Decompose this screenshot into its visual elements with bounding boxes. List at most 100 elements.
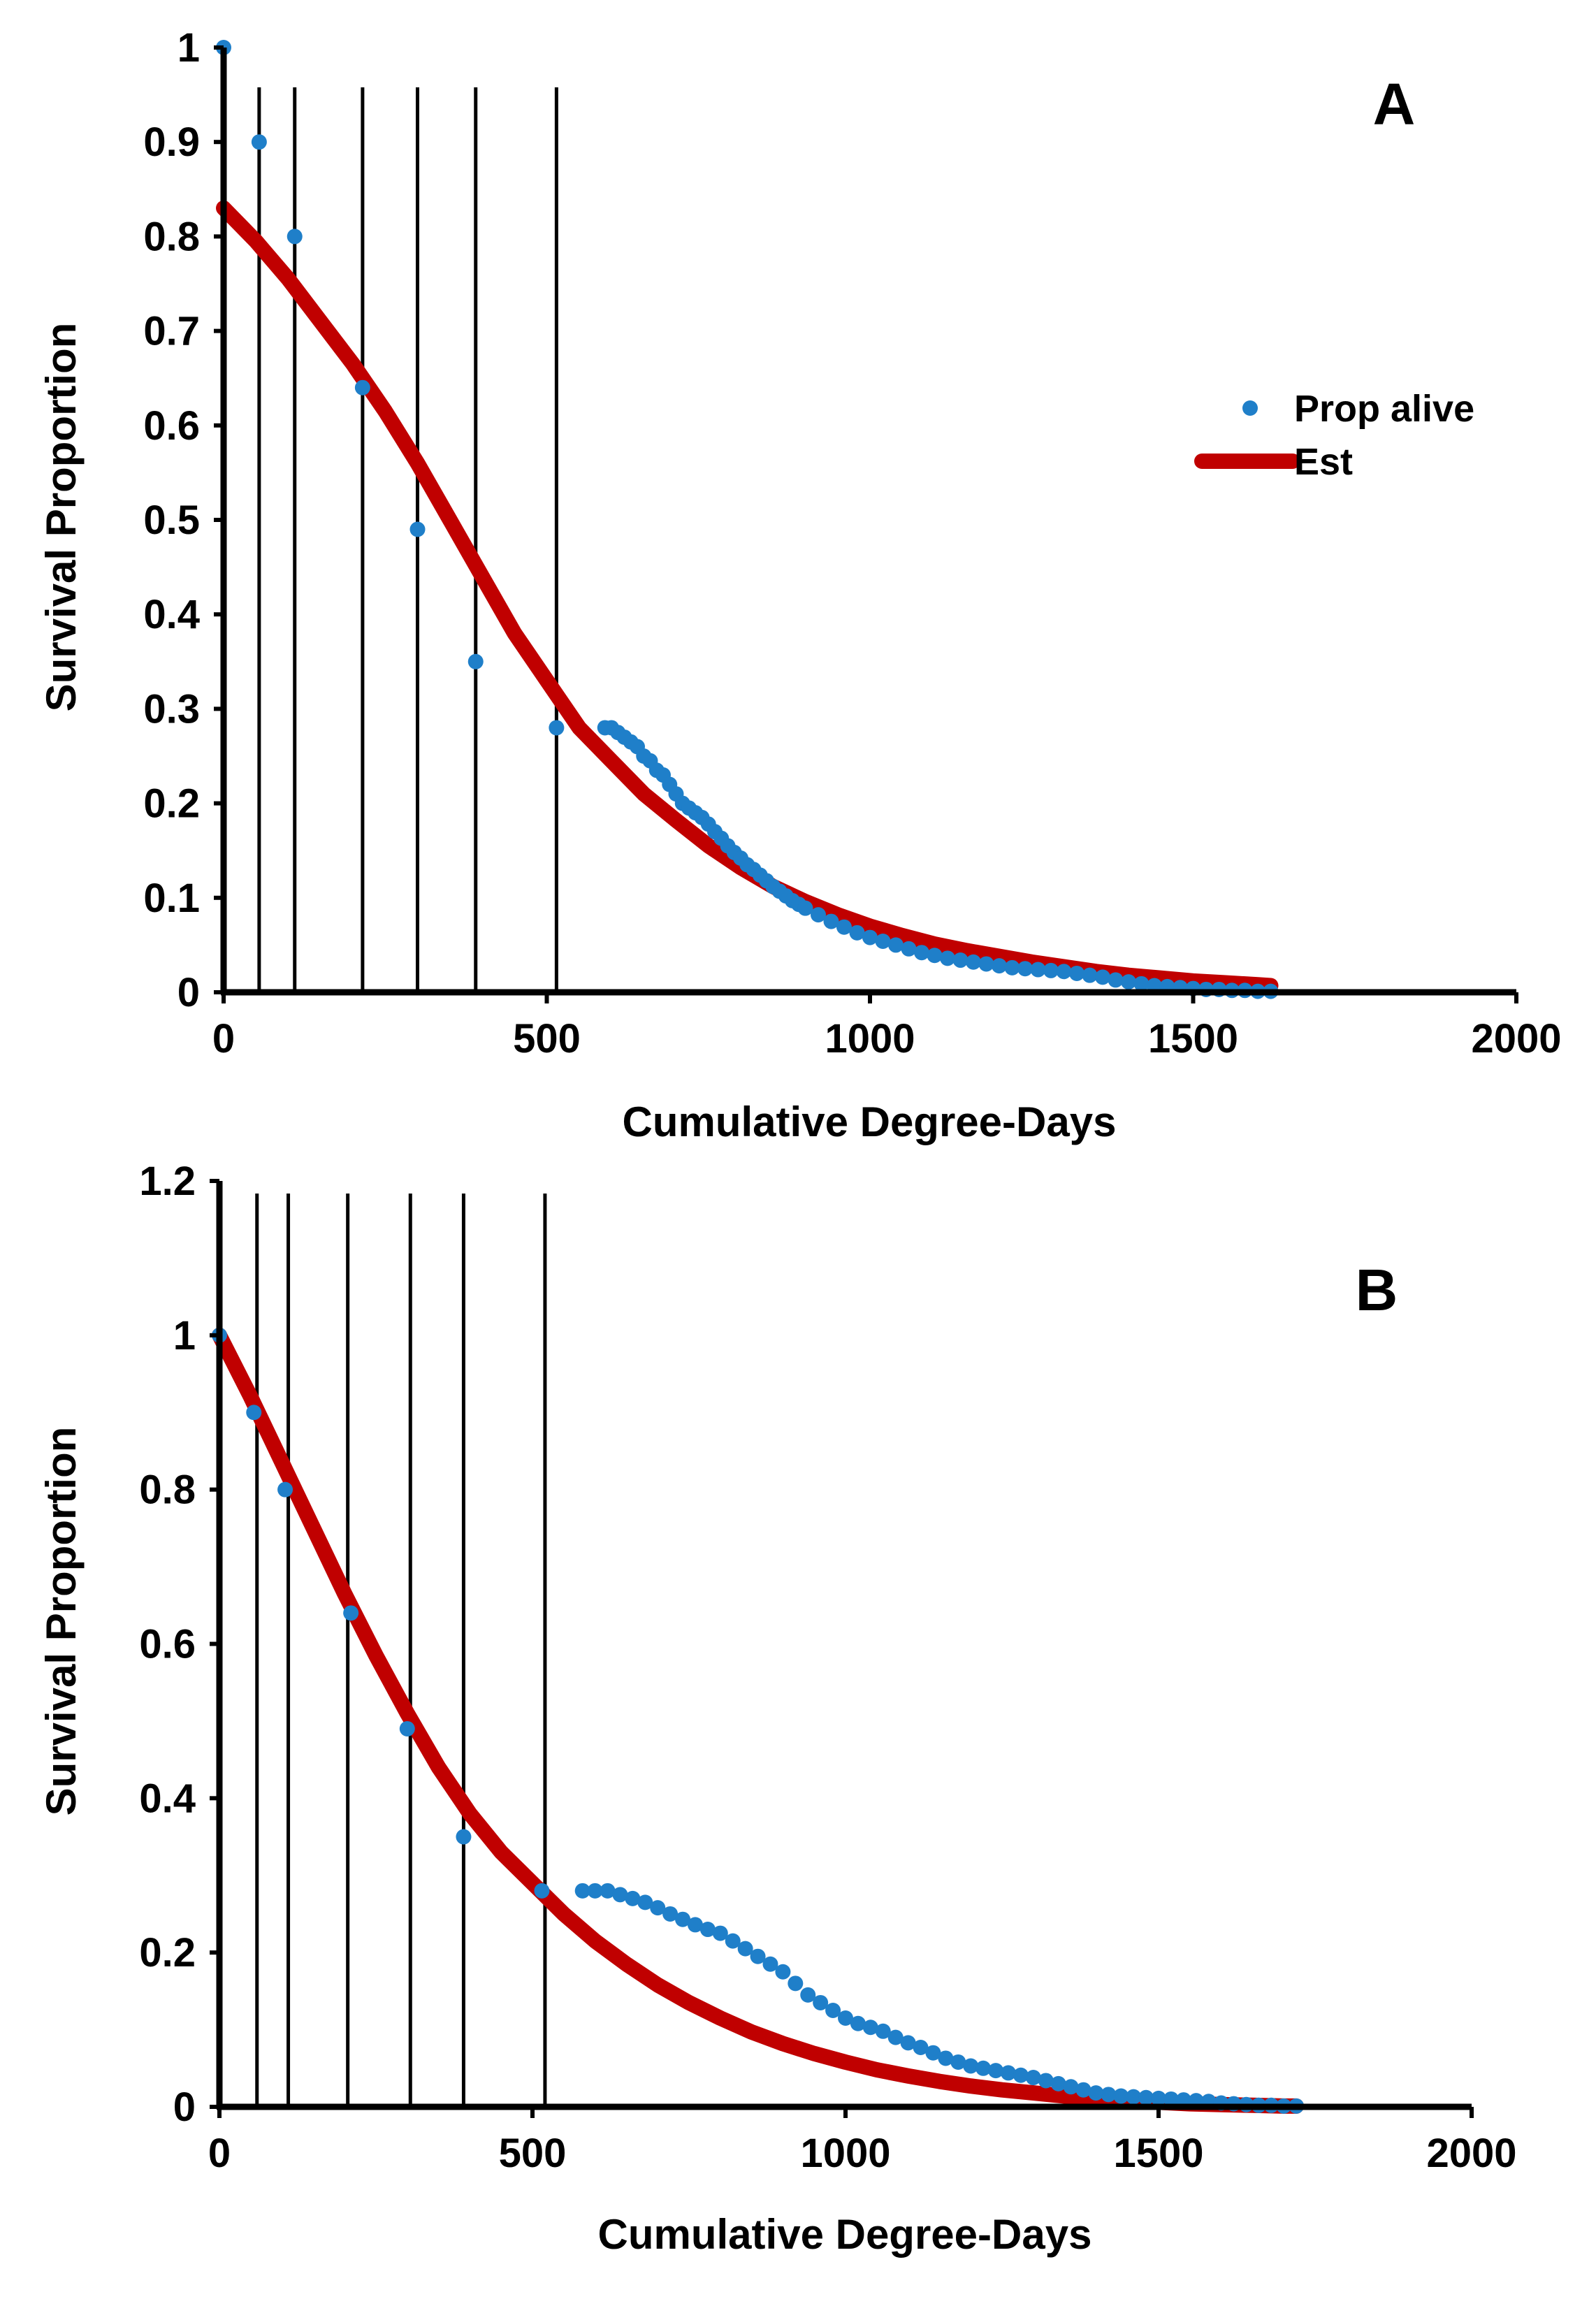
prop-alive-point [940,950,955,966]
y-tick-labels: 0 0.1 0.2 0.3 0.4 0.5 0.6 0.7 0.8 0.9 1 [143,25,200,1015]
prop-alive-point [456,1829,472,1845]
prop-alive-point [875,933,891,949]
prop-alive-point [838,2010,853,2026]
prop-alive-point [1108,972,1124,988]
prop-alive-point [1082,967,1098,983]
legend: Prop alive Est [1194,388,1474,483]
x-tick-label: 1500 [1113,2131,1203,2176]
prop-alive-point [1043,962,1059,978]
prop-alive-point [549,720,565,736]
prop-alive-point [875,2023,891,2039]
prop-alive-points [212,1327,1305,2114]
prop-alive-point [927,948,943,964]
prop-alive-point [788,1975,804,1992]
prop-alive-point [600,1883,616,1899]
y-tick-label: 0.2 [143,781,200,827]
prop-alive-point [750,1948,766,1964]
prop-alive-point [1063,2079,1079,2095]
panel-label-a: A [1373,71,1416,137]
x-tick-labels: 0 500 1000 1500 2000 [212,1016,1562,1061]
y-tick-label: 0 [177,970,200,1015]
chart-panel-a: 0 0.1 0.2 0.3 0.4 0.5 0.6 0.7 0.8 0.9 1 0 500 1000 15… [38,25,1562,1145]
prop-alive-point [354,379,370,396]
prop-alive-point [1113,2088,1129,2104]
prop-alive-point [1013,2067,1029,2083]
vertical-markers [222,87,558,992]
prop-alive-point [1101,2087,1117,2103]
prop-alive-point [675,1911,691,1927]
x-axis-title: Cumulative Degree-Days [598,2211,1092,2258]
y-axis-title: Survival Proportion [38,1427,85,1816]
x-tick-labels: 0 500 1000 1500 2000 [208,2131,1517,2176]
prop-alive-point [797,900,813,916]
prop-alive-point [952,952,969,969]
y-tick-label: 0.2 [139,1930,196,1975]
prop-alive-point [966,954,981,970]
prop-alive-point [1126,2089,1142,2105]
prop-alive-point [938,2050,954,2066]
prop-alive-point [901,941,917,957]
prop-alive-point [534,1883,550,1899]
x-tick-label: 1500 [1148,1016,1238,1061]
prop-alive-point [913,2039,929,2055]
y-axis-title: Survival Proportion [38,323,85,712]
axes [214,45,1518,1003]
y-tick-label: 0 [173,2084,196,2130]
prop-alive-point [699,1922,716,1938]
prop-alive-point [1038,2073,1054,2089]
prop-alive-point [1075,2082,1091,2098]
x-tick-label: 2000 [1471,1016,1561,1061]
prop-alive-point [687,1917,703,1933]
prop-alive-point [574,1883,590,1899]
prop-alive-point [800,1987,816,2003]
prop-alive-point [988,2063,1004,2079]
prop-alive-point [813,1994,829,2010]
prop-alive-point [925,2045,941,2061]
axes [210,1179,1474,2118]
prop-alive-point [343,1605,359,1621]
prop-alive-point [1050,2075,1066,2091]
prop-alive-point [963,2058,979,2074]
prop-alive-point [888,937,904,953]
y-tick-label: 0.8 [143,214,200,259]
vertical-markers [217,1194,547,2107]
x-tick-label: 0 [208,2131,231,2176]
y-tick-label: 1 [177,25,200,71]
prop-alive-point [1133,976,1149,992]
x-tick-label: 1000 [800,2131,890,2176]
prop-alive-point [1017,961,1033,977]
prop-alive-point [409,521,426,537]
y-tick-label: 0.6 [139,1622,196,1667]
prop-alive-point [850,2015,866,2031]
y-tick-label: 0.4 [143,592,200,637]
prop-alive-point [587,1883,603,1899]
x-tick-label: 500 [499,2131,567,2176]
legend-prop-alive-marker [1242,400,1258,416]
prop-alive-point [1000,2065,1016,2081]
prop-alive-point [637,1894,653,1910]
prop-alive-point [650,1900,666,1916]
x-tick-label: 0 [212,1016,235,1061]
prop-alive-point [975,2060,992,2076]
prop-alive-point [612,1887,628,1903]
prop-alive-point [823,913,839,929]
chart-panel-b: 0 0.2 0.4 0.6 0.8 1 1.2 0 500 1000 1500 2000 Cumul… [38,1159,1517,2258]
y-tick-label: 0.9 [143,119,200,165]
prop-alive-point [725,1933,741,1949]
prop-alive-point [887,2029,904,2045]
est-line [212,1327,1305,2114]
prop-alive-point [1138,2089,1154,2105]
prop-alive-point [251,134,267,150]
prop-alive-point [762,1956,778,1972]
prop-alive-point [1163,2091,1179,2107]
y-tick-label: 1 [173,1313,196,1358]
prop-alive-point [286,229,303,245]
x-axis-title: Cumulative Degree-Days [623,1098,1117,1145]
prop-alive-point [625,1890,641,1906]
y-tick-label: 1.2 [139,1159,196,1204]
prop-alive-point [950,2054,966,2070]
prop-alive-point [914,945,929,961]
y-tick-label: 0.8 [139,1467,196,1513]
prop-alive-point [775,1964,791,1980]
prop-alive-point [862,929,878,945]
